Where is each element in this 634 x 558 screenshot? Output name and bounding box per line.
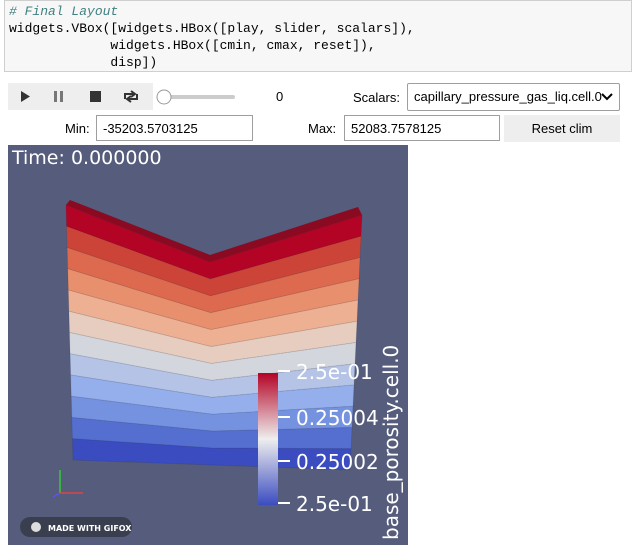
code-line: widgets.HBox([cmin, cmax, reset]), bbox=[9, 38, 376, 53]
colorbar-title: base_porosity.cell.0 bbox=[379, 345, 403, 540]
max-label: Max: bbox=[308, 121, 337, 136]
stop-button[interactable] bbox=[90, 91, 101, 102]
code-line: widgets.VBox([widgets.HBox([play, slider… bbox=[9, 21, 415, 36]
colorbar bbox=[258, 373, 278, 505]
colorbar-label: 2.5e-01 bbox=[296, 492, 373, 516]
gifox-text: MADE WITH GIFOX bbox=[48, 524, 132, 533]
colorbar-ticks bbox=[278, 370, 290, 504]
repeat-button[interactable] bbox=[124, 90, 138, 103]
colorbar-label: 0.25004 bbox=[296, 406, 379, 430]
colorbar-label: 2.5e-01 bbox=[296, 360, 373, 384]
axes-glyph bbox=[52, 470, 83, 498]
scalars-dropdown[interactable]: capillary_pressure_gas_liq.cell.0 bbox=[407, 83, 620, 111]
play-button[interactable] bbox=[21, 91, 30, 102]
play-buttons bbox=[8, 83, 153, 110]
max-input[interactable]: 52083.7578125 bbox=[344, 115, 500, 141]
dropdown-text: capillary_pressure_gas_liq.cell.0 bbox=[414, 89, 602, 104]
render-view: Time: 0.000000 2.5e-01 0.25004 0.25002 2… bbox=[8, 145, 408, 545]
gifox-icon bbox=[31, 522, 41, 532]
slider[interactable] bbox=[155, 86, 237, 108]
surface-band bbox=[71, 438, 352, 471]
gifox-badge bbox=[20, 517, 132, 537]
time-label: Time: 0.000000 bbox=[11, 147, 162, 169]
surface-rim bbox=[66, 200, 362, 262]
reset-button[interactable]: Reset clim bbox=[504, 115, 620, 142]
code-cell: # Final Layout widgets.VBox([widgets.HBo… bbox=[4, 0, 632, 72]
min-input[interactable]: -35203.5703125 bbox=[96, 115, 253, 141]
code-line: disp]) bbox=[9, 55, 158, 70]
slider-value: 0 bbox=[276, 89, 284, 104]
min-label: Min: bbox=[65, 121, 90, 136]
scalars-label: Scalars: bbox=[353, 90, 400, 105]
surface bbox=[65, 200, 363, 471]
pause-button[interactable] bbox=[54, 91, 63, 102]
colorbar-label: 0.25002 bbox=[296, 450, 379, 474]
dropdown-arrow bbox=[601, 93, 613, 101]
code-comment: # Final Layout bbox=[9, 4, 119, 19]
